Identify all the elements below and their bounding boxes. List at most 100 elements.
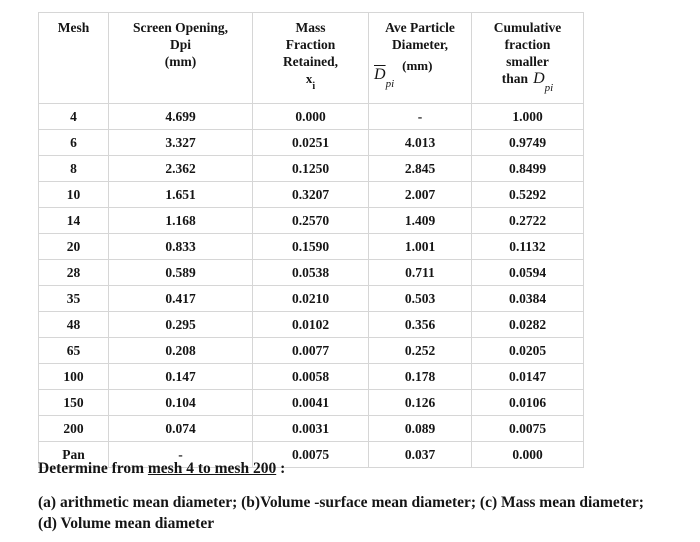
- xi-symbol-base: x: [305, 71, 313, 86]
- table-cell: 0.1590: [252, 233, 369, 260]
- dpi-symbol-base: D: [533, 70, 545, 87]
- table-cell: 0.0384: [471, 285, 584, 312]
- table-cell: 0.0205: [471, 337, 584, 364]
- table-cell: 0.589: [108, 259, 253, 286]
- table-cell: 8: [38, 155, 109, 182]
- header-text: smaller: [506, 54, 549, 69]
- table-cell: 1.168: [108, 207, 253, 234]
- table-row: Pan -0.0075 0.037 0.000: [38, 441, 584, 468]
- table-cell: 0.104: [108, 389, 253, 416]
- table-cell: 3.327: [108, 129, 253, 156]
- determine-suffix: :: [276, 460, 286, 477]
- question-parts-line1: (a) arithmetic mean diameter; (b)Volume …: [38, 494, 644, 511]
- table-row: 4 4.699 0.000-1.000: [38, 103, 584, 130]
- table-cell: 1.651: [108, 181, 253, 208]
- table-row: 65 0.208 0.0077 0.252 0.0205: [38, 337, 584, 364]
- header-text: Cumulative: [493, 20, 562, 35]
- table-row: 35 0.417 0.0210 0.503 0.0384: [38, 285, 584, 312]
- table-cell: 0.356: [368, 311, 472, 338]
- table-cell: 35: [38, 285, 109, 312]
- table-cell: 0.000: [471, 441, 584, 468]
- question-parts-line2: (d) Volume mean diameter: [38, 515, 215, 532]
- header-text: (mm): [164, 54, 197, 69]
- table-row: 10 1.651 0.3207 2.007 0.5292: [38, 181, 584, 208]
- table-row: 100 0.147 0.0058 0.178 0.0147: [38, 363, 584, 390]
- table-cell: 14: [38, 207, 109, 234]
- table-cell: 0.0077: [252, 337, 369, 364]
- table-cell: 0.8499: [471, 155, 584, 182]
- table-cell: 0.0251: [252, 129, 369, 156]
- table-cell: 0.0106: [471, 389, 584, 416]
- table-cell: 0.000: [252, 103, 369, 130]
- determine-prefix: Determine from: [38, 460, 148, 477]
- than-label: than: [501, 71, 529, 86]
- determine-range: mesh 4 to mesh 200: [147, 460, 277, 477]
- table-cell: 4.699: [108, 103, 253, 130]
- header-cell-mesh: Mesh: [38, 12, 109, 104]
- sieve-analysis-table: Mesh Screen Opening, Dpi (mm) Mass Fract…: [38, 12, 584, 468]
- table-cell: 0.295: [108, 311, 253, 338]
- table-cell: 4: [38, 103, 109, 130]
- dpi-symbol-base: D: [374, 66, 386, 83]
- table-cell: 0.089: [368, 415, 472, 442]
- question-parts: (a) arithmetic mean diameter; (b)Volume …: [38, 492, 688, 534]
- determine-instruction: Determine from mesh 4 to mesh 200 :: [38, 460, 688, 478]
- table-cell: 0.2570: [252, 207, 369, 234]
- table-cell: 2.845: [368, 155, 472, 182]
- table-cell: 0.0041: [252, 389, 369, 416]
- table-cell: 0.0594: [471, 259, 584, 286]
- table-cell: 0.0210: [252, 285, 369, 312]
- table-cell: 200: [38, 415, 109, 442]
- table-cell: 2.007: [368, 181, 472, 208]
- table-cell: 0.0102: [252, 311, 369, 338]
- header-text: Mesh: [57, 20, 90, 35]
- table-cell: 0.1132: [471, 233, 584, 260]
- header-cell-mass-fraction: Mass Fraction Retained, xi: [252, 12, 369, 104]
- table-cell: 0.0075: [252, 441, 369, 468]
- table-cell: 0.147: [108, 363, 253, 390]
- than-dpi-symbol: than Dpi: [472, 70, 583, 94]
- table-cell: 0.126: [368, 389, 472, 416]
- table-cell: 0.0538: [252, 259, 369, 286]
- header-text: Retained,: [282, 54, 339, 69]
- table-cell: -: [368, 103, 472, 130]
- header-cell-ave-diameter: Ave Particle Diameter, Dpi (mm): [368, 12, 472, 104]
- dpi-unit-label: (mm): [402, 58, 433, 73]
- table-cell: 48: [38, 311, 109, 338]
- table-row: 28 0.589 0.0538 0.711 0.0594: [38, 259, 584, 286]
- table-cell: 0.2722: [471, 207, 584, 234]
- table-row: 200 0.074 0.0031 0.089 0.0075: [38, 415, 584, 442]
- table-row: 8 2.362 0.1250 2.845 0.8499: [38, 155, 584, 182]
- header-text: fraction: [504, 37, 551, 52]
- header-row: Mesh Screen Opening, Dpi (mm) Mass Fract…: [38, 12, 584, 104]
- table-cell: 0.1250: [252, 155, 369, 182]
- table-cell: 0.833: [108, 233, 253, 260]
- table-cell: 6: [38, 129, 109, 156]
- table-cell: 1.409: [368, 207, 472, 234]
- table-row: 48 0.295 0.0102 0.356 0.0282: [38, 311, 584, 338]
- table-cell: 0.0147: [471, 363, 584, 390]
- header-cell-screen-opening: Screen Opening, Dpi (mm): [108, 12, 253, 104]
- dpi-symbol-subscript: pi: [544, 81, 554, 94]
- table-cell: 10: [38, 181, 109, 208]
- header-text: Diameter,: [391, 37, 449, 52]
- table-cell: Pan: [38, 441, 109, 468]
- table-cell: 150: [38, 389, 109, 416]
- xi-symbol-subscript: i: [312, 80, 316, 92]
- table-cell: 1.000: [471, 103, 584, 130]
- table-row: 20 0.833 0.1590 1.001 0.1132: [38, 233, 584, 260]
- table-cell: 0.9749: [471, 129, 584, 156]
- table-cell: 2.362: [108, 155, 253, 182]
- table-cell: 0.0282: [471, 311, 584, 338]
- table-row: 150 0.104 0.0041 0.126 0.0106: [38, 389, 584, 416]
- table-cell: 0.208: [108, 337, 253, 364]
- table-cell: 0.074: [108, 415, 253, 442]
- question-block: Determine from mesh 4 to mesh 200 : (a) …: [38, 460, 688, 534]
- header-text: Mass: [295, 20, 326, 35]
- table-row: 6 3.327 0.0251 4.013 0.9749: [38, 129, 584, 156]
- table-cell: 0.417: [108, 285, 253, 312]
- table-cell: 20: [38, 233, 109, 260]
- table-cell: -: [108, 441, 253, 468]
- table-cell: 100: [38, 363, 109, 390]
